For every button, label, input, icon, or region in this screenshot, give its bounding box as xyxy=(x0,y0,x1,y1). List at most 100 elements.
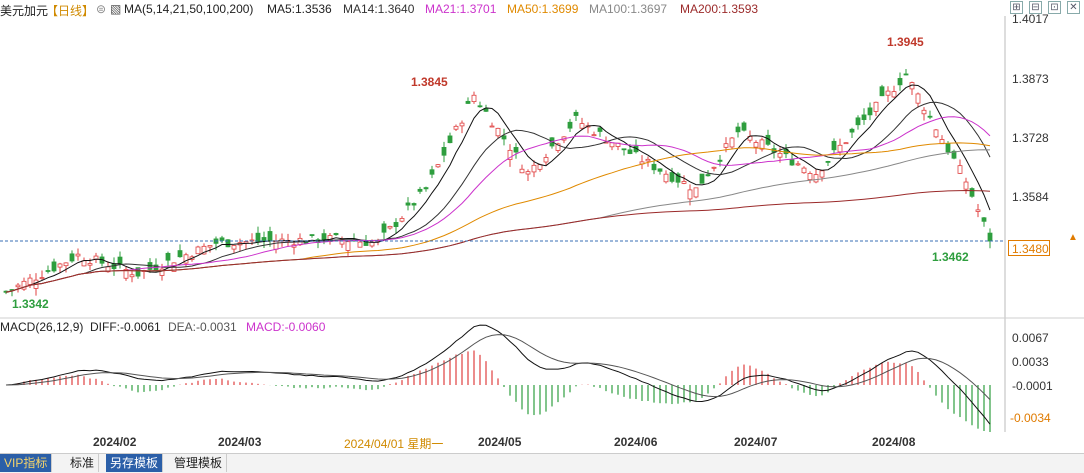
macd-diff: DIFF:-0.0061 xyxy=(90,320,161,334)
close-icon[interactable]: ✕ xyxy=(1067,1,1080,14)
period-label[interactable]: 【日线】 xyxy=(46,4,95,18)
date-label: 2024/03 xyxy=(218,435,262,449)
candle xyxy=(921,107,927,121)
layout-icon[interactable]: ⊡ xyxy=(1048,1,1061,14)
candle xyxy=(669,167,675,184)
macd-params: MACD(26,12,9) xyxy=(0,320,84,334)
candle xyxy=(933,129,939,139)
candle xyxy=(21,277,27,291)
chart-header: 美元加元 【日线】 ⊜ ▧ MA(5,14,21,50,100,200) MA5… xyxy=(0,0,1084,18)
candle xyxy=(501,128,507,146)
candle xyxy=(111,257,117,276)
ma100-value: MA100:1.3697 xyxy=(589,2,668,16)
candle xyxy=(129,269,135,283)
date-label: 2024/06 xyxy=(614,435,658,449)
candle xyxy=(915,92,921,108)
candle xyxy=(819,170,825,182)
candle xyxy=(681,175,687,185)
candle xyxy=(447,132,453,144)
candle xyxy=(957,159,963,174)
candle xyxy=(411,202,417,211)
candle xyxy=(69,250,75,263)
candle xyxy=(861,108,867,125)
candle xyxy=(423,186,429,192)
ma14-value: MA14:1.3640 xyxy=(343,2,415,16)
candle xyxy=(507,144,513,167)
candle xyxy=(231,245,237,254)
candle xyxy=(909,81,915,95)
candle xyxy=(531,160,537,178)
candle xyxy=(345,241,351,256)
candle xyxy=(693,187,699,199)
candle xyxy=(393,218,399,234)
candle xyxy=(651,160,657,175)
candle xyxy=(759,137,765,152)
candle xyxy=(381,221,387,240)
candle xyxy=(513,143,519,159)
candle xyxy=(591,131,597,137)
candle xyxy=(813,169,819,184)
candle xyxy=(807,171,813,184)
candle xyxy=(831,138,837,154)
macd-diff-line xyxy=(5,324,991,425)
price-tick: 1.3584 xyxy=(1012,190,1049,204)
candle xyxy=(63,262,69,273)
cursor-date: 2024/04/01 星期一 xyxy=(344,437,444,451)
instrument-name[interactable]: 美元加元 xyxy=(0,4,49,18)
tab-save-template[interactable]: 另存模板 xyxy=(106,454,164,472)
tab-manage-template[interactable]: 管理模板 xyxy=(170,454,228,472)
candle xyxy=(699,173,705,184)
candle xyxy=(117,251,123,269)
macd-value: MACD:-0.0060 xyxy=(246,320,326,334)
candle xyxy=(57,262,63,273)
candle xyxy=(153,258,159,273)
candle xyxy=(597,126,603,137)
ma200-line xyxy=(5,189,991,293)
date-axis: 2024/02 2024/03 2024/04/01 星期一 2024/05 2… xyxy=(0,432,1084,452)
candle xyxy=(75,248,81,261)
settings-icon[interactable]: ⊜ xyxy=(96,2,107,16)
candle xyxy=(81,257,87,267)
candle xyxy=(927,110,933,120)
candle xyxy=(207,245,213,253)
price-arrow-icon: ▲ xyxy=(1068,232,1078,243)
candle xyxy=(333,232,339,236)
date-label: 2024/05 xyxy=(478,435,522,449)
ma14-line xyxy=(5,101,991,293)
candle xyxy=(165,251,171,267)
candle xyxy=(555,142,561,153)
candle xyxy=(843,142,849,145)
candle xyxy=(633,139,639,154)
price-chart[interactable]: 1.3845 1.3945 1.3342 1.3462 xyxy=(0,0,1084,432)
chart-icon[interactable]: ▧ xyxy=(110,2,122,16)
split-icon[interactable]: ⊟ xyxy=(1029,1,1042,14)
candle xyxy=(621,148,627,156)
ma200-value: MA200:1.3593 xyxy=(680,2,759,16)
candle xyxy=(123,267,129,281)
candle xyxy=(963,177,969,194)
date-label: 2024/08 xyxy=(872,435,916,449)
high-annotation-2: 1.3945 xyxy=(887,35,924,49)
candle xyxy=(177,244,183,258)
candle xyxy=(279,233,285,247)
candle xyxy=(867,102,873,121)
candle xyxy=(471,91,477,104)
candle xyxy=(195,245,201,255)
candle xyxy=(741,121,747,132)
candle xyxy=(639,155,645,170)
tab-vip-indicators[interactable]: VIP指标 xyxy=(0,454,53,472)
current-price-tag: 1.3480 xyxy=(1008,240,1050,256)
candle xyxy=(219,235,225,244)
candle xyxy=(849,127,855,138)
candle xyxy=(969,187,975,198)
candle xyxy=(441,141,447,163)
candle xyxy=(735,122,741,138)
candle xyxy=(951,149,957,160)
tab-standard[interactable]: 标准 xyxy=(66,454,100,472)
candle xyxy=(465,97,471,104)
grid-icon[interactable]: ⊞ xyxy=(1010,1,1023,14)
candle xyxy=(885,86,891,103)
macd-tick: -0.0001 xyxy=(1012,379,1053,393)
low-annotation-2: 1.3462 xyxy=(932,250,969,264)
template-tabs: VIP指标 标准 另存模板 管理模板 xyxy=(0,453,1084,473)
